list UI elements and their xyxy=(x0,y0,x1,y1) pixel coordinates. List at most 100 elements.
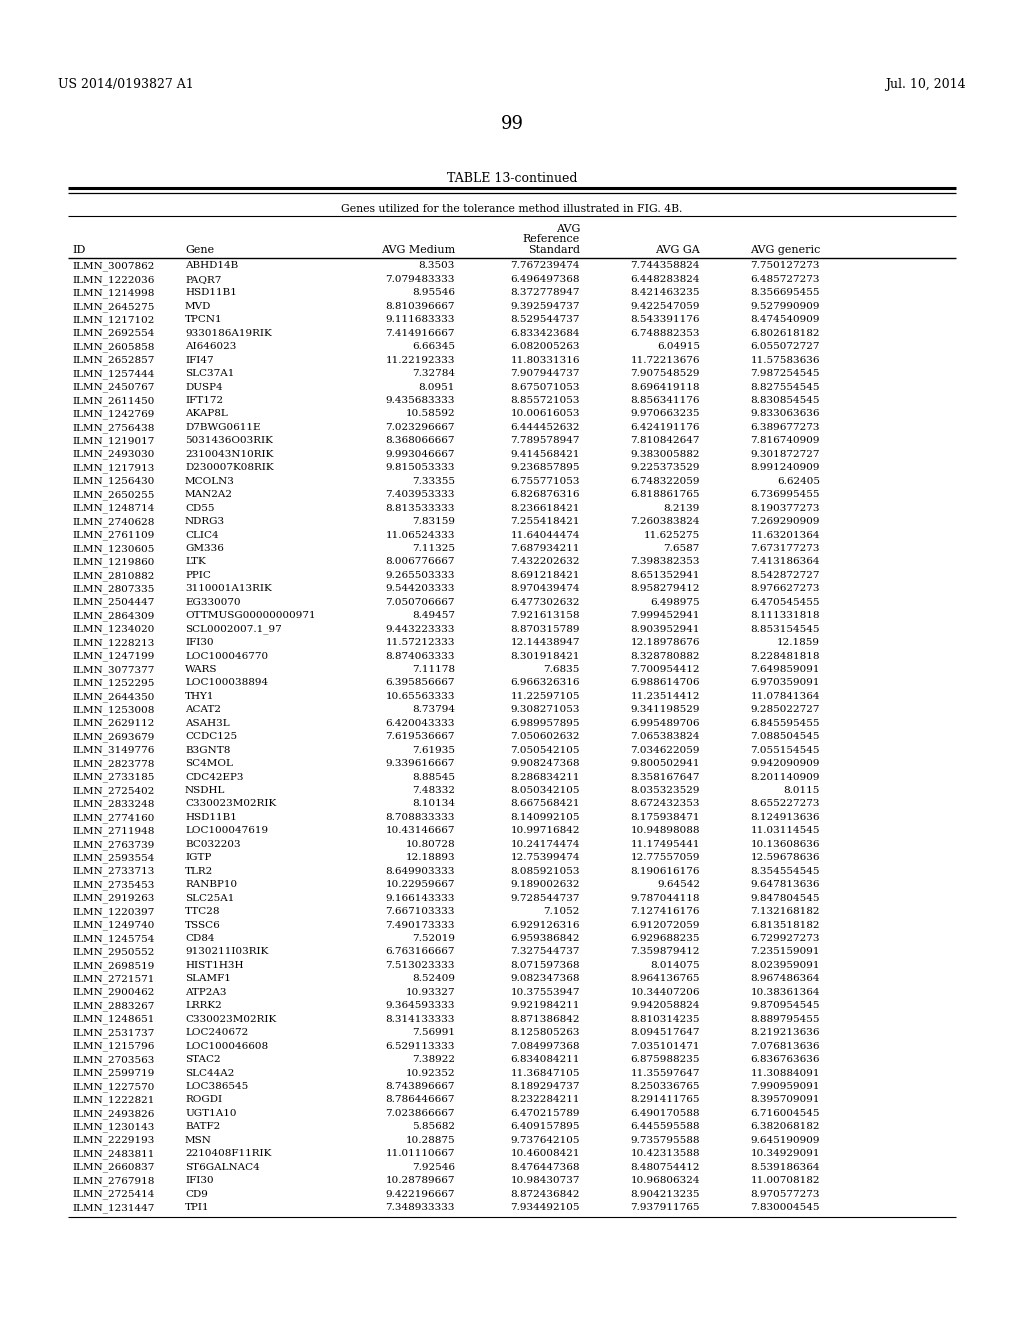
Text: 11.63201364: 11.63201364 xyxy=(751,531,820,540)
Text: 8.356695455: 8.356695455 xyxy=(751,288,820,297)
Text: LOC386545: LOC386545 xyxy=(185,1082,248,1090)
Text: ILMN_1219017: ILMN_1219017 xyxy=(72,437,155,446)
Text: 6.055072727: 6.055072727 xyxy=(751,342,820,351)
Text: ILMN_2733713: ILMN_2733713 xyxy=(72,867,155,876)
Text: 9.111683333: 9.111683333 xyxy=(385,315,455,325)
Text: 6.736995455: 6.736995455 xyxy=(751,490,820,499)
Text: 8.421463235: 8.421463235 xyxy=(631,288,700,297)
Text: 8.014075: 8.014075 xyxy=(650,961,700,970)
Text: TPCN1: TPCN1 xyxy=(185,315,222,325)
Text: ILMN_2900462: ILMN_2900462 xyxy=(72,987,155,998)
Text: 9.364593333: 9.364593333 xyxy=(385,1002,455,1010)
Text: LOC100047619: LOC100047619 xyxy=(185,826,268,836)
Text: ST6GALNAC4: ST6GALNAC4 xyxy=(185,1163,260,1172)
Text: 12.18893: 12.18893 xyxy=(406,853,455,862)
Text: 7.327544737: 7.327544737 xyxy=(511,948,580,957)
Text: ILMN_1247199: ILMN_1247199 xyxy=(72,652,155,661)
Text: 8.035323529: 8.035323529 xyxy=(631,785,700,795)
Text: 11.23514412: 11.23514412 xyxy=(631,692,700,701)
Text: 8.810396667: 8.810396667 xyxy=(385,302,455,310)
Text: STAC2: STAC2 xyxy=(185,1055,220,1064)
Text: 6.470215789: 6.470215789 xyxy=(511,1109,580,1118)
Text: 9130211I03RIK: 9130211I03RIK xyxy=(185,948,268,957)
Text: MVD: MVD xyxy=(185,302,211,310)
Text: EG330070: EG330070 xyxy=(185,598,241,607)
Text: ILMN_1257444: ILMN_1257444 xyxy=(72,370,155,379)
Text: 9.414568421: 9.414568421 xyxy=(511,450,580,459)
Text: 9.970663235: 9.970663235 xyxy=(631,409,700,418)
Text: 8.976627273: 8.976627273 xyxy=(751,585,820,593)
Text: ILMN_2763739: ILMN_2763739 xyxy=(72,840,155,850)
Text: 7.414916667: 7.414916667 xyxy=(385,329,455,338)
Text: ILMN_2645275: ILMN_2645275 xyxy=(72,302,155,312)
Text: IGTP: IGTP xyxy=(185,853,211,862)
Text: ILMN_2599719: ILMN_2599719 xyxy=(72,1068,155,1078)
Text: 12.14438947: 12.14438947 xyxy=(511,638,580,647)
Text: 6.409157895: 6.409157895 xyxy=(511,1122,580,1131)
Text: 7.56991: 7.56991 xyxy=(412,1028,455,1038)
Text: 9.908247368: 9.908247368 xyxy=(511,759,580,768)
Text: ROGDI: ROGDI xyxy=(185,1096,222,1105)
Text: ILMN_2504447: ILMN_2504447 xyxy=(72,598,155,607)
Text: 7.32784: 7.32784 xyxy=(412,370,455,378)
Text: 11.07841364: 11.07841364 xyxy=(751,692,820,701)
Text: 6.716004545: 6.716004545 xyxy=(751,1109,820,1118)
Text: LOC240672: LOC240672 xyxy=(185,1028,248,1038)
Text: 6.082005263: 6.082005263 xyxy=(511,342,580,351)
Text: DUSP4: DUSP4 xyxy=(185,383,222,392)
Text: 10.38361364: 10.38361364 xyxy=(751,987,820,997)
Text: ILMN_2833248: ILMN_2833248 xyxy=(72,800,155,809)
Text: 9.544203333: 9.544203333 xyxy=(385,585,455,593)
Text: 7.513023333: 7.513023333 xyxy=(385,961,455,970)
Text: 7.413186364: 7.413186364 xyxy=(751,557,820,566)
Text: ABHD14B: ABHD14B xyxy=(185,261,239,271)
Text: 7.398382353: 7.398382353 xyxy=(631,557,700,566)
Text: CD9: CD9 xyxy=(185,1189,208,1199)
Text: 7.934492105: 7.934492105 xyxy=(511,1203,580,1212)
Text: 11.22597105: 11.22597105 xyxy=(511,692,580,701)
Text: Standard: Standard xyxy=(528,246,580,255)
Text: 7.999452941: 7.999452941 xyxy=(631,611,700,620)
Text: 9.166143333: 9.166143333 xyxy=(385,894,455,903)
Text: C330023M02RIK: C330023M02RIK xyxy=(185,800,276,808)
Text: 7.403953333: 7.403953333 xyxy=(385,490,455,499)
Text: IFT172: IFT172 xyxy=(185,396,223,405)
Text: ILMN_1249740: ILMN_1249740 xyxy=(72,920,155,931)
Text: 9.787044118: 9.787044118 xyxy=(631,894,700,903)
Text: 7.907944737: 7.907944737 xyxy=(511,370,580,378)
Text: 8.474540909: 8.474540909 xyxy=(751,315,820,325)
Text: NDRG3: NDRG3 xyxy=(185,517,225,527)
Text: 8.071597368: 8.071597368 xyxy=(511,961,580,970)
Text: 6.748322059: 6.748322059 xyxy=(631,477,700,486)
Text: ILMN_2774160: ILMN_2774160 xyxy=(72,813,155,822)
Text: 99: 99 xyxy=(501,115,523,133)
Text: 2210408F11RIK: 2210408F11RIK xyxy=(185,1150,271,1158)
Text: 5.85682: 5.85682 xyxy=(412,1122,455,1131)
Text: 8.0115: 8.0115 xyxy=(783,785,820,795)
Text: 8.827554545: 8.827554545 xyxy=(751,383,820,392)
Text: 7.035101471: 7.035101471 xyxy=(631,1041,700,1051)
Text: 11.06524333: 11.06524333 xyxy=(385,531,455,540)
Text: 10.46008421: 10.46008421 xyxy=(511,1150,580,1158)
Text: 8.539186364: 8.539186364 xyxy=(751,1163,820,1172)
Text: 7.6587: 7.6587 xyxy=(664,544,700,553)
Text: 9.308271053: 9.308271053 xyxy=(511,705,580,714)
Text: Gene: Gene xyxy=(185,246,214,255)
Text: 8.085921053: 8.085921053 xyxy=(511,867,580,875)
Text: ACAT2: ACAT2 xyxy=(185,705,221,714)
Text: 7.830004545: 7.830004545 xyxy=(751,1203,820,1212)
Text: 6.485727273: 6.485727273 xyxy=(751,275,820,284)
Text: 8.967486364: 8.967486364 xyxy=(751,974,820,983)
Text: 9.815053333: 9.815053333 xyxy=(385,463,455,473)
Text: ILMN_2919263: ILMN_2919263 xyxy=(72,894,155,903)
Text: 6.929688235: 6.929688235 xyxy=(631,935,700,942)
Text: 8.250336765: 8.250336765 xyxy=(631,1082,700,1090)
Text: 7.065383824: 7.065383824 xyxy=(631,733,700,742)
Text: 7.907548529: 7.907548529 xyxy=(631,370,700,378)
Text: 5031436O03RIK: 5031436O03RIK xyxy=(185,437,272,445)
Text: 8.970439474: 8.970439474 xyxy=(511,585,580,593)
Text: ILMN_1228213: ILMN_1228213 xyxy=(72,638,155,648)
Text: 11.17495441: 11.17495441 xyxy=(631,840,700,849)
Text: HSD11B1: HSD11B1 xyxy=(185,813,237,822)
Text: 9.870954545: 9.870954545 xyxy=(751,1002,820,1010)
